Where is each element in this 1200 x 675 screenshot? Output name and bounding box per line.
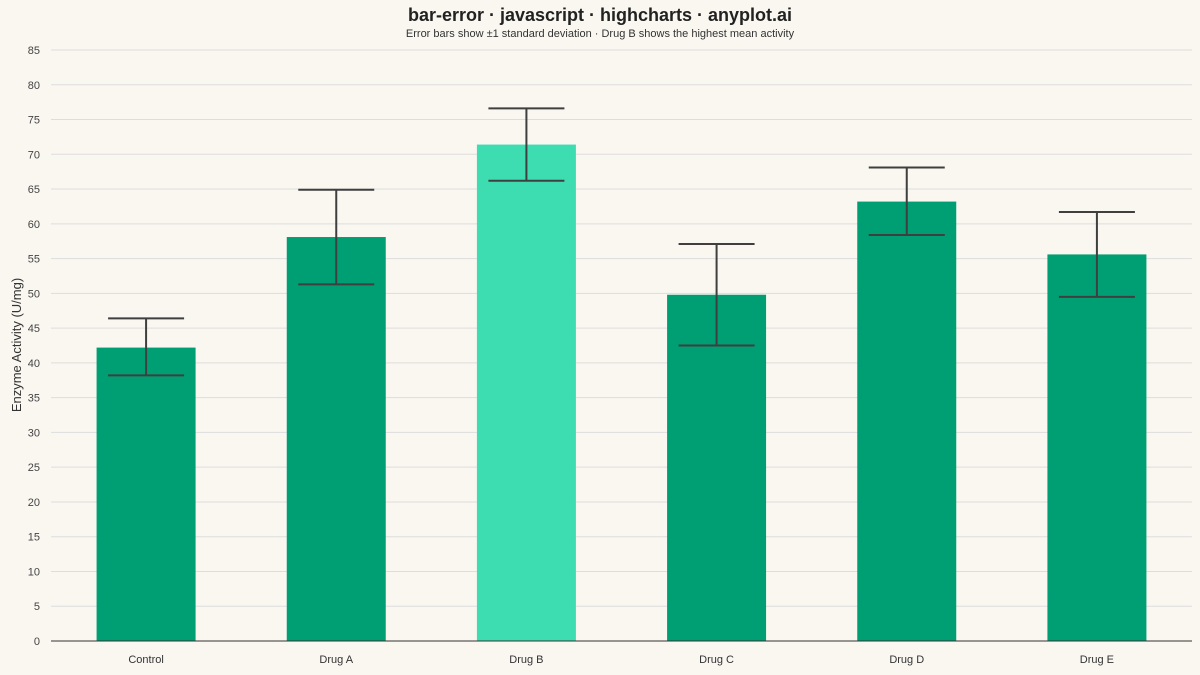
y-tick-label: 65	[28, 184, 40, 196]
x-tick-label: Drug A	[319, 654, 353, 666]
y-tick-label: 55	[28, 254, 40, 266]
chart-title: bar-error · javascript · highcharts · an…	[407, 5, 793, 25]
y-tick-label: 45	[28, 323, 40, 335]
y-tick-label: 10	[28, 566, 40, 578]
y-tick-label: 35	[28, 393, 40, 405]
x-tick-label: Drug C	[699, 654, 734, 666]
y-tick-label: 50	[28, 288, 40, 300]
bar-drug-b[interactable]	[476, 144, 576, 641]
y-tick-label: 60	[28, 219, 40, 231]
y-tick-label: 30	[28, 427, 40, 439]
x-tick-label: Drug D	[889, 654, 924, 666]
x-tick-label: Drug B	[509, 654, 543, 666]
x-tick-label: Control	[128, 654, 163, 666]
bar-drug-e[interactable]	[1047, 254, 1147, 641]
y-tick-label: 80	[28, 80, 40, 92]
x-tick-label: Drug E	[1080, 654, 1114, 666]
y-axis-label: Enzyme Activity (U/mg)	[9, 278, 24, 412]
bar-drug-c[interactable]	[667, 294, 767, 641]
error-bars-layer	[108, 107, 1135, 377]
y-tick-label: 15	[28, 532, 40, 544]
grid-layer	[51, 49, 1192, 607]
axis-layer: 0 5 10 15 20 25 30 35 40 45 50 55 60 65 70 75 80 85 Contro…	[28, 45, 1192, 666]
y-tick-label: 75	[28, 115, 40, 127]
bar-control[interactable]	[96, 347, 196, 641]
y-tick-label: 5	[34, 601, 40, 613]
bars-layer	[96, 144, 1147, 642]
y-tick-label: 85	[28, 45, 40, 57]
bar-drug-a[interactable]	[286, 237, 386, 641]
y-tick-label: 0	[34, 636, 40, 648]
y-tick-label: 20	[28, 497, 40, 509]
y-tick-label: 70	[28, 149, 40, 161]
y-tick-label: 25	[28, 462, 40, 474]
bar-drug-d[interactable]	[857, 201, 957, 642]
chart-subtitle: Error bars show ±1 standard deviation · …	[405, 28, 795, 40]
y-tick-label: 40	[28, 358, 40, 370]
